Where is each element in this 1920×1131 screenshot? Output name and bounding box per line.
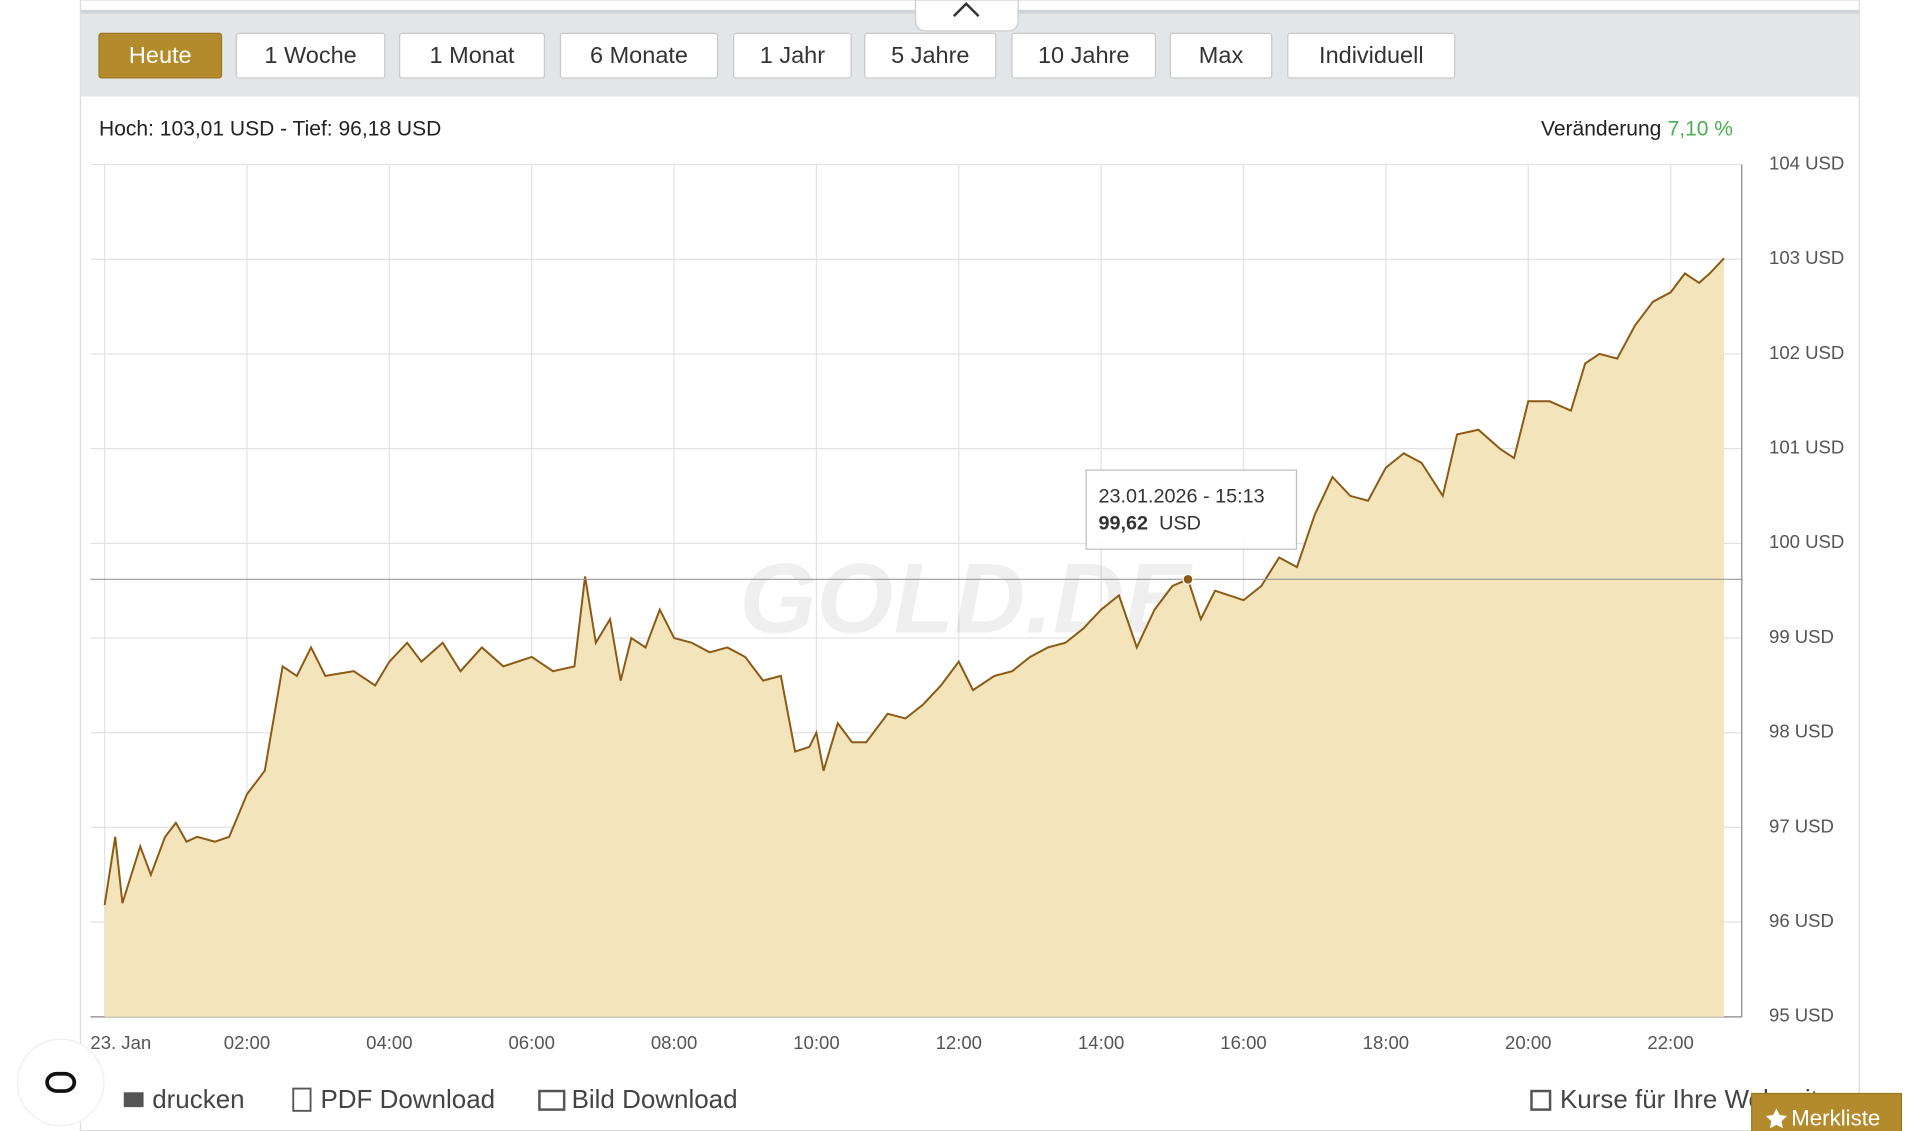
y-tick-label: 102 USD <box>1769 342 1844 363</box>
x-tick-label: 22:00 <box>1647 1032 1693 1053</box>
footer: drucken PDF Download Bild Download Kurse fü… <box>123 1084 1902 1131</box>
logo-icon <box>45 1071 77 1093</box>
hover-point <box>1182 573 1194 585</box>
area <box>104 258 1724 1017</box>
image-icon <box>538 1089 566 1111</box>
pdf-icon <box>292 1087 312 1112</box>
x-tick-label: 20:00 <box>1505 1032 1551 1053</box>
y-tick-label: 95 USD <box>1769 1005 1834 1026</box>
range-button-label: 5 Jahre <box>891 42 969 68</box>
range-button-label: 6 Monate <box>590 42 688 68</box>
y-tick-label: 97 USD <box>1769 815 1834 836</box>
x-tick-label: 23. Jan <box>90 1032 151 1053</box>
range-button-label: 1 Jahr <box>760 42 825 68</box>
x-tick-label: 18:00 <box>1363 1032 1409 1053</box>
range-button[interactable] <box>399 32 545 79</box>
tooltip-value: 99,62 <box>1099 513 1149 535</box>
x-tick-label: 04:00 <box>366 1032 412 1053</box>
x-tick-label: 14:00 <box>1078 1032 1124 1053</box>
range-button[interactable] <box>98 32 223 79</box>
star-icon <box>1765 1108 1787 1129</box>
range-button[interactable] <box>733 32 852 79</box>
range-button[interactable] <box>235 32 386 79</box>
x-tick-label: 02:00 <box>224 1032 270 1053</box>
range-button[interactable] <box>559 32 719 79</box>
change-label: Veränderung <box>1541 117 1661 140</box>
merkliste-label: Merkliste <box>1791 1105 1880 1130</box>
range-button-label: Heute <box>129 42 192 68</box>
range-button-label: 10 Jahre <box>1038 42 1129 68</box>
range-button-label: Individuell <box>1319 42 1424 68</box>
x-tick-label: 10:00 <box>793 1032 839 1053</box>
collapse-tab[interactable] <box>914 0 1019 32</box>
x-tick-label: 08:00 <box>651 1032 697 1053</box>
footer-link[interactable]: Bild Download <box>572 1084 738 1114</box>
range-button[interactable] <box>864 32 997 79</box>
button-group: Heute 1 Woche 1 Monat 6 Monate 1 Jahr 5 Jahre… <box>98 32 1456 79</box>
y-tick-label: 96 USD <box>1769 910 1834 931</box>
y-tick-label: 103 USD <box>1769 247 1844 268</box>
line <box>103 257 1725 906</box>
x-tick-label: 12:00 <box>936 1032 982 1053</box>
footer-link[interactable]: PDF Download <box>320 1084 495 1114</box>
range-button[interactable] <box>1169 32 1273 79</box>
range-button-label: Max <box>1199 42 1244 68</box>
tooltip-unit: USD <box>1159 513 1201 535</box>
tooltip-box <box>1085 469 1298 550</box>
collapse-icon <box>952 1 980 17</box>
range-button-label: 1 Monat <box>430 42 515 68</box>
footer-link[interactable]: drucken <box>152 1084 244 1114</box>
x-tick-label: 16:00 <box>1220 1032 1266 1053</box>
share-icon <box>1530 1089 1552 1111</box>
print-icon <box>123 1092 144 1108</box>
y-tick-label: 100 USD <box>1769 531 1844 552</box>
y-tick-label: 101 USD <box>1769 437 1844 458</box>
x-tick-label: 06:00 <box>508 1032 554 1053</box>
tooltip-date: 23.01.2026 - 15:13 <box>1099 486 1265 508</box>
logo-button[interactable] <box>16 1038 105 1127</box>
y-tick-label: 104 USD <box>1769 152 1844 173</box>
range-button[interactable] <box>1011 32 1157 79</box>
change-value: 7,10 % <box>1668 117 1733 140</box>
range-button[interactable] <box>1287 32 1456 79</box>
plot: 95 USD 96 USD 97 USD 98 USD 99 USD 100 USD 101… <box>90 152 1844 1053</box>
range-button-label: 1 Woche <box>264 42 356 68</box>
y-tick-label: 98 USD <box>1769 721 1834 742</box>
y-tick-label: 99 USD <box>1769 626 1834 647</box>
summary: Hoch: 103,01 USD - Tief: 96,18 USD <box>99 117 441 140</box>
